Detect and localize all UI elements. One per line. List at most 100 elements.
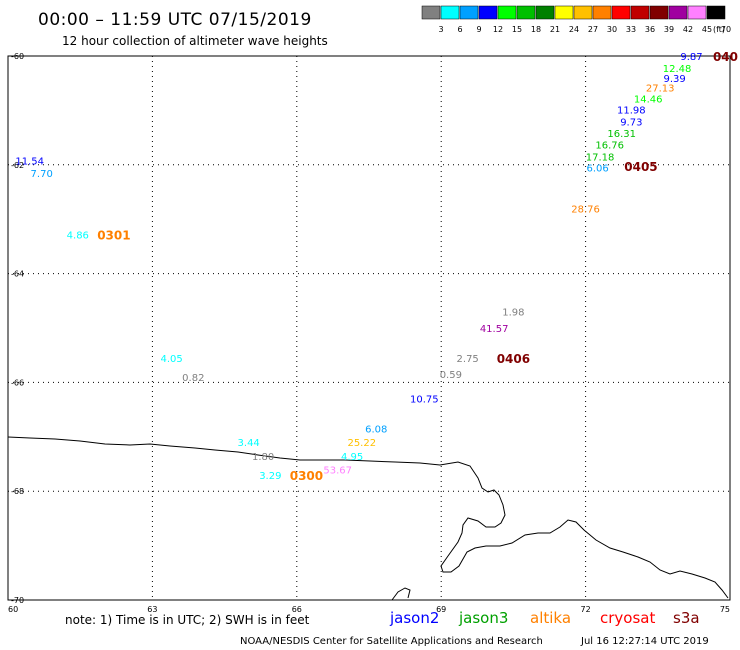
legend-label: 21: [550, 25, 560, 34]
legend-swatch: [706, 5, 726, 20]
wave-height-label: 11.54: [15, 156, 44, 167]
wave-height-label: 3.44: [238, 438, 260, 449]
wave-height-label: 3.29: [259, 471, 281, 482]
legend-label: 24: [569, 25, 579, 34]
wave-height-label: 14.46: [634, 94, 663, 105]
latitude-tick-label: -60: [11, 52, 24, 61]
longitude-tick-label: 69: [436, 605, 446, 614]
wave-height-label: 1.98: [502, 308, 524, 319]
generated-timestamp: Jul 16 12:27:14 UTC 2019: [580, 636, 709, 647]
page-title: 00:00 – 11:59 UTC 07/15/2019: [38, 10, 312, 30]
wave-height-label: 11.98: [617, 105, 646, 116]
wave-height-label: 53.67: [323, 465, 352, 476]
legend-label: 33: [626, 25, 636, 34]
latitude-tick-label: -62: [11, 161, 24, 170]
wave-height-label: 41.57: [480, 324, 509, 335]
wave-height-label: 0.59: [440, 370, 462, 381]
legend-label: 15: [512, 25, 522, 34]
wave-height-label: 4.95: [341, 452, 363, 463]
pass-time-labels: 0301 0406 0405 040 0300: [97, 50, 738, 483]
legend-label: 70: [721, 25, 731, 34]
wave-height-label: 6.06: [587, 164, 609, 175]
legend-label: 3: [438, 25, 443, 34]
latitude-tick-label: -68: [11, 487, 24, 496]
wave-height-label: 4.05: [161, 354, 183, 365]
map-frame: [7, 55, 731, 601]
credit-line: NOAA/NESDIS Center for Satellite Applica…: [240, 636, 543, 647]
legend-swatch: [611, 5, 631, 20]
wave-height-label: 6.08: [365, 425, 387, 436]
legend-label: 6: [457, 25, 462, 34]
legend-label: 12: [493, 25, 503, 34]
satellite-jason3-label: jason3: [458, 609, 508, 627]
longitude-tick-label: 75: [720, 605, 730, 614]
wave-height-label: 9.87: [680, 52, 702, 63]
wave-height-label: 4.86: [67, 230, 89, 241]
pass-time-label: 0300: [290, 469, 323, 483]
legend-label: 27: [588, 25, 598, 34]
legend-label: 9: [476, 25, 481, 34]
latitude-labels: -60 -62 -64 -66 -68 -70: [11, 52, 24, 605]
longitude-tick-label: 66: [292, 605, 302, 614]
antarctic-coastline: [7, 436, 729, 599]
pass-time-label: 0301: [97, 228, 130, 242]
legend-swatch: [649, 5, 669, 20]
legend-swatch: [573, 5, 593, 20]
wave-height-label: 25.22: [347, 438, 376, 449]
longitude-tick-label: 72: [581, 605, 591, 614]
latitude-tick-label: -66: [11, 378, 24, 387]
legend-swatch: [535, 5, 555, 20]
map-area: 60 63 66 69 72 75 -60 -62 -64 -66 -68 -70 9.8712.4…: [7, 50, 738, 614]
wave-height-label: 0.82: [182, 373, 204, 384]
legend-swatch: [497, 5, 517, 20]
legend-swatch: [668, 5, 688, 20]
legend-label: 45: [702, 25, 712, 34]
legend-swatch: [592, 5, 612, 20]
graticule: [8, 56, 730, 600]
longitude-tick-label: 60: [8, 605, 18, 614]
footer-note: note: 1) Time is in UTC; 2) SWH is in fe…: [65, 613, 310, 627]
wave-height-label: 1.80: [252, 452, 274, 463]
legend-swatch: [440, 5, 460, 20]
coastline: [7, 436, 729, 601]
wave-height-legend: 3 6 9 12 15 18 21 24 27 30 33 36 39 42 45 70: [421, 5, 731, 34]
legend-swatch: [687, 5, 707, 20]
latitude-tick-label: -64: [11, 270, 24, 279]
legend-unit: (ft): [713, 25, 725, 34]
satellite-altika-label: altika: [530, 609, 571, 627]
wave-height-label: 27.13: [646, 84, 675, 95]
wave-height-label: 17.18: [586, 153, 615, 164]
legend-swatch: [554, 5, 574, 20]
page-subtitle: 12 hour collection of altimeter wave hei…: [62, 34, 328, 48]
satellite-legend: jason2 jason3 altika cryosat s3a: [389, 609, 700, 627]
wave-height-label: 16.76: [595, 141, 624, 152]
satellite-jason2-label: jason2: [389, 609, 439, 627]
wave-height-label: 7.70: [31, 169, 53, 180]
legend-swatch: [421, 5, 441, 20]
coastline-south: [391, 587, 411, 601]
legend-label: 39: [664, 25, 674, 34]
wave-height-label: 16.31: [607, 129, 636, 140]
wave-height-label: 9.39: [664, 74, 686, 85]
legend-swatch: [516, 5, 536, 20]
wave-height-observations: 9.8712.489.3927.1314.4611.989.7316.3116.…: [15, 52, 702, 482]
wave-height-label: 9.73: [620, 117, 642, 128]
pass-time-label: 0406: [497, 352, 530, 366]
wave-height-label: 2.75: [457, 354, 479, 365]
longitude-labels: 60 63 66 69 72 75: [8, 605, 730, 614]
legend-label: 18: [531, 25, 541, 34]
latitude-tick-label: -70: [11, 596, 24, 605]
legend-swatch: [459, 5, 479, 20]
satellite-cryosat-label: cryosat: [600, 609, 655, 627]
pass-time-label: 0405: [624, 160, 657, 174]
legend-label: 36: [645, 25, 655, 34]
pass-time-label: 040: [713, 50, 738, 64]
legend-swatch: [630, 5, 650, 20]
legend-label: 30: [607, 25, 617, 34]
legend-label: 42: [683, 25, 693, 34]
satellite-s3a-label: s3a: [673, 609, 700, 627]
legend-swatch: [478, 5, 498, 20]
longitude-tick-label: 63: [147, 605, 157, 614]
wave-height-label: 10.75: [410, 395, 439, 406]
